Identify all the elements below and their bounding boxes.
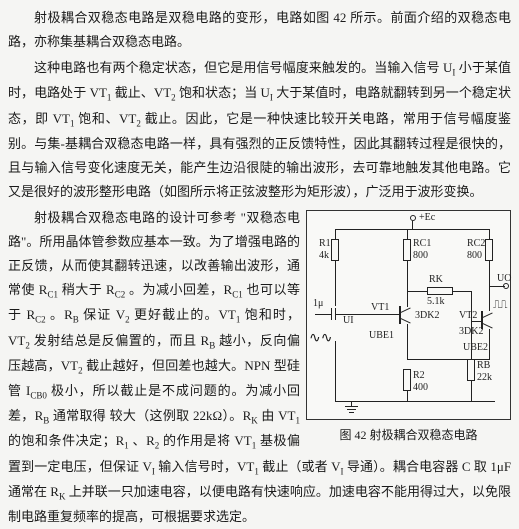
subscript: C1 bbox=[47, 290, 58, 300]
subscript: 1 bbox=[296, 416, 301, 426]
figure-caption: 图 42 射极耦合双稳态电路 bbox=[306, 424, 511, 446]
text: 的饱和条件决定；R bbox=[8, 433, 124, 448]
text: 发射结总是反偏置的，而且 R bbox=[34, 333, 210, 348]
subscript: I bbox=[270, 93, 273, 103]
label-rc2: RC2 bbox=[467, 239, 485, 249]
label-r1v: 4k bbox=[319, 251, 329, 261]
text: 截止、VT bbox=[115, 85, 171, 100]
label-vcc: +Ec bbox=[419, 213, 435, 223]
text: 饱和、VT bbox=[78, 111, 136, 126]
label-r1: R1 bbox=[319, 239, 331, 249]
paragraph-2: 这种电路也有两个稳定状态，但它是用信号幅度来触发的。当输入信号 UI 小于某值时… bbox=[8, 56, 511, 204]
sine-wave-icon: ∿∿ bbox=[309, 326, 332, 352]
label-rb: RB bbox=[477, 361, 490, 371]
subscript: 2 bbox=[25, 340, 30, 350]
figure-42: +Ec R1 4k RC1 800 RC2 800 UO RK 5.1k bbox=[306, 210, 511, 446]
text: 输入信号时，VT bbox=[158, 459, 254, 474]
label-rkv: 5.1k bbox=[427, 297, 445, 307]
subscript: 1 bbox=[252, 441, 257, 451]
subscript: 1 bbox=[254, 466, 259, 476]
text: 、R bbox=[133, 433, 155, 448]
subscript: B bbox=[73, 315, 79, 325]
text: 。R bbox=[50, 307, 73, 322]
square-wave-icon: ⎍⎍ bbox=[493, 296, 506, 316]
label-3dk2a: 3DK2 bbox=[415, 311, 439, 321]
subscript: I bbox=[341, 466, 344, 476]
text: 通常取得 较大（这例取 22kΩ）。R bbox=[53, 408, 251, 423]
subscript: 1 bbox=[70, 118, 75, 128]
text: 保证 V bbox=[83, 307, 125, 322]
label-rc1: RC1 bbox=[413, 239, 431, 249]
subscript: B bbox=[209, 340, 215, 350]
text: 由 VT bbox=[261, 408, 295, 423]
label-vt1: VT1 bbox=[371, 303, 389, 313]
subscript: CB0 bbox=[30, 391, 47, 401]
subscript: 2 bbox=[78, 365, 83, 375]
text: 饱和状态；当 U bbox=[179, 85, 270, 100]
label-rk: RK bbox=[429, 275, 443, 285]
subscript: 1 bbox=[124, 441, 129, 451]
text: 的作用是将 VT bbox=[163, 433, 252, 448]
paragraph-1: 射极耦合双稳态电路是双稳电路的变形，电路如图 42 所示。前面介绍的双稳态电路，… bbox=[8, 6, 511, 54]
text: 更好截止的。VT bbox=[134, 307, 236, 322]
text: 这种电路也有两个稳定状态，但它是用信号幅度来触发的。当输入信号 U bbox=[34, 60, 452, 75]
subscript: 2 bbox=[171, 93, 176, 103]
subscript: I bbox=[452, 68, 455, 78]
label-rc1v: 800 bbox=[413, 251, 428, 261]
circuit-diagram: +Ec R1 4k RC1 800 RC2 800 UO RK 5.1k bbox=[306, 210, 511, 420]
subscript: C1 bbox=[232, 290, 243, 300]
subscript: C2 bbox=[115, 290, 126, 300]
label-c: 1μ bbox=[313, 299, 323, 309]
subscript: B bbox=[43, 416, 49, 426]
subscript: 1 bbox=[107, 93, 112, 103]
text: 。为减小回差，R bbox=[129, 282, 232, 297]
text: 稍大于 R bbox=[62, 282, 115, 297]
subscript: 2 bbox=[136, 118, 141, 128]
label-r2v: 400 bbox=[413, 383, 428, 393]
label-ube1: UBE1 bbox=[369, 331, 394, 341]
subscript: I bbox=[152, 466, 155, 476]
label-rbv: 22k bbox=[477, 373, 492, 383]
subscript: C2 bbox=[35, 315, 46, 325]
text: 截止（或者 V bbox=[262, 459, 340, 474]
subscript: K bbox=[251, 416, 258, 426]
label-ube2: UBE2 bbox=[463, 343, 488, 353]
subscript: K bbox=[59, 492, 66, 502]
subscript: 2 bbox=[155, 441, 160, 451]
label-ui: UI bbox=[343, 316, 354, 326]
label-vt2: VT2 bbox=[459, 311, 477, 321]
label-rc2v: 800 bbox=[467, 251, 482, 261]
transistor-vt1 bbox=[399, 306, 413, 324]
text: 上并联一只加速电容，以便电路有快速响应。加速电容不能用得过大，以免限制电路重复频… bbox=[8, 484, 511, 524]
subscript: 1 bbox=[236, 315, 241, 325]
label-r2: R2 bbox=[413, 371, 425, 381]
subscript: 2 bbox=[125, 315, 130, 325]
